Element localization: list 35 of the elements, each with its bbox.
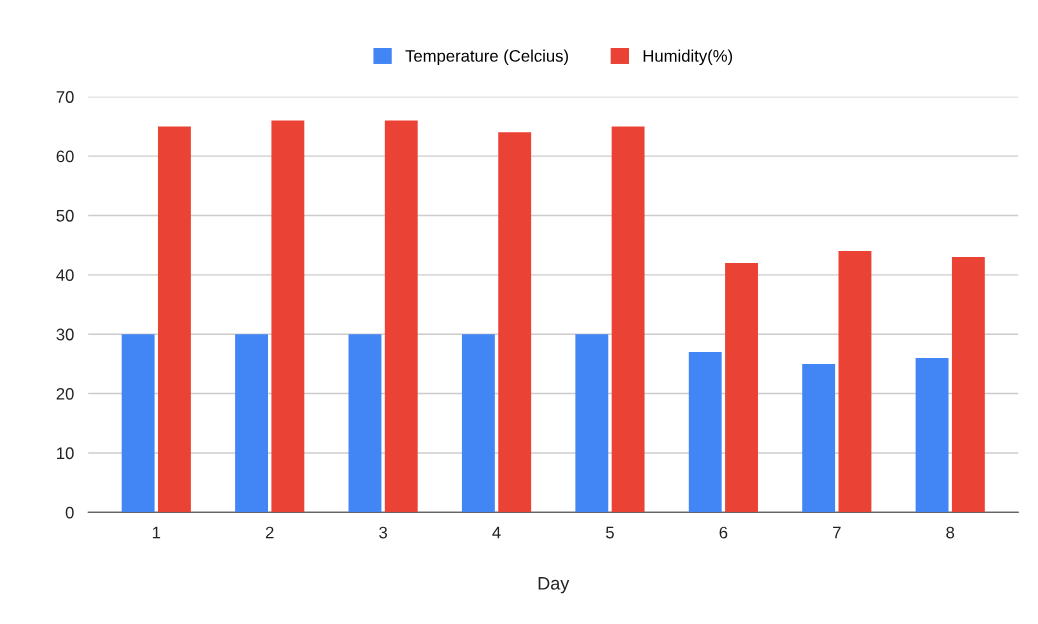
x-tick-label: 6 (719, 526, 728, 539)
x-tick-label: 4 (492, 526, 501, 539)
bar (611, 126, 645, 513)
bar (348, 334, 382, 513)
bar (121, 334, 155, 513)
x-tick-label: 2 (265, 526, 274, 539)
bar (271, 120, 305, 513)
y-tick-label: 40 (56, 269, 74, 282)
bar (498, 132, 532, 513)
y-tick-label: 10 (57, 447, 74, 460)
x-axis-title: Day (538, 577, 570, 594)
y-tick-label: 20 (56, 387, 74, 400)
bar (688, 352, 722, 513)
x-tick-label: 3 (379, 526, 388, 539)
bar (235, 334, 268, 513)
x-tick-label: 7 (833, 526, 841, 539)
bar (725, 262, 758, 513)
legend-label: Humidity(%) (643, 49, 733, 66)
bar (575, 334, 609, 513)
bar (838, 251, 872, 513)
bar (802, 363, 836, 513)
y-tick-label: 0 (65, 506, 74, 519)
x-tick-label: 1 (152, 526, 161, 539)
legend-label: Temperature (Celcius) (405, 49, 568, 66)
bar (951, 257, 985, 513)
bar (384, 120, 418, 513)
bar (461, 334, 495, 513)
x-tick-label: 8 (946, 526, 955, 539)
bar (157, 126, 191, 513)
y-tick-label: 50 (56, 209, 74, 222)
y-tick-label: 60 (56, 150, 74, 163)
y-tick-label: 30 (56, 328, 74, 341)
bar (915, 357, 949, 513)
y-tick-label: 70 (56, 91, 74, 103)
x-tick-label: 5 (606, 526, 614, 539)
